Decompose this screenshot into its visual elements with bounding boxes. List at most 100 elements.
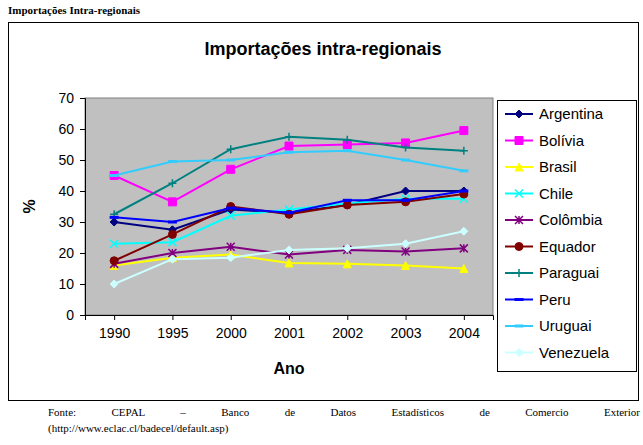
source-note: Fonte: CEPAL – Banco de Datos Estadístic… (48, 404, 640, 436)
x-tick: 2002 (332, 315, 363, 341)
legend-line (505, 299, 533, 301)
x-tick-label: 1995 (157, 325, 188, 341)
series-marker (226, 159, 235, 162)
series-marker (110, 218, 118, 226)
source-line: (http://www.eclac.cl/badecel/default.asp… (48, 420, 640, 436)
series-marker (110, 172, 118, 180)
series-marker (343, 136, 351, 144)
y-tick-label: 30 (58, 214, 74, 230)
series-marker (402, 198, 410, 206)
x-tick-mark (347, 315, 348, 320)
x-tick-mark (114, 315, 115, 320)
legend-marker (515, 216, 523, 224)
chart: Importações intra-regionais 0 10 20 30 40 50 60… (0, 0, 643, 445)
x-tick-label: 1990 (99, 325, 130, 341)
series-group (110, 127, 469, 288)
series-marker (343, 201, 351, 209)
series-marker (460, 127, 468, 135)
y-tick: 30 (58, 214, 85, 230)
series-marker (459, 190, 468, 193)
x-tick-mark (289, 315, 290, 320)
series-marker (227, 165, 235, 173)
series-line (114, 194, 464, 261)
y-tick: 70 (58, 90, 85, 106)
series-marker (226, 207, 235, 210)
x-tick: 1990 (99, 315, 130, 341)
legend-marker (515, 325, 524, 328)
y-tick: 60 (58, 121, 85, 137)
series-marker (227, 203, 235, 211)
series-marker (110, 280, 118, 288)
series-marker (343, 201, 351, 209)
series-line (114, 191, 464, 230)
series-marker (343, 149, 352, 152)
series-marker (460, 227, 468, 235)
legend-label: Brasil (539, 158, 577, 175)
x-tick: 2001 (274, 315, 305, 341)
legend-marker (515, 110, 523, 118)
x-axis: 1990 1995 2000 2001 2002 2003 2004 (86, 315, 494, 341)
y-tick: 50 (58, 152, 85, 168)
series-marker (110, 210, 118, 218)
y-tick-label: 20 (58, 245, 74, 261)
x-tick-label: 2003 (390, 325, 421, 341)
series-line (114, 191, 464, 222)
series-marker (168, 230, 176, 238)
legend-label: Chile (539, 185, 573, 202)
y-tick-label: 40 (58, 183, 74, 199)
legend-marker (515, 349, 523, 357)
y-axis-title: % (21, 199, 38, 213)
series-marker (168, 255, 176, 263)
series-marker (402, 240, 410, 248)
x-tick-label: 2004 (449, 325, 480, 341)
y-tick-mark (80, 129, 85, 130)
legend-marker (515, 190, 523, 198)
x-tick-label: 2002 (332, 325, 363, 341)
y-tick: 0 (66, 307, 85, 323)
y-tick-mark (80, 315, 85, 316)
legend-marker (515, 137, 523, 145)
legend-marker (515, 269, 523, 277)
legend-label: Bolívia (539, 132, 585, 149)
y-axis: 0 10 20 30 40 50 60 70 (58, 90, 85, 323)
series-marker (168, 198, 176, 206)
plot-area (85, 98, 493, 315)
y-tick-label: 50 (58, 152, 74, 168)
series-marker (343, 244, 351, 252)
series-marker (459, 169, 468, 172)
series-marker (285, 151, 294, 154)
y-tick-label: 60 (58, 121, 74, 137)
series-line (114, 131, 464, 202)
series-marker (402, 187, 410, 195)
page-header: Importações Intra-regionais (8, 4, 140, 16)
series-marker (460, 147, 468, 155)
series-marker (168, 221, 177, 224)
series-marker (401, 199, 410, 202)
series-marker (285, 142, 293, 150)
x-tick-label: 2001 (274, 325, 305, 341)
series-marker (285, 259, 293, 267)
series-marker (285, 210, 293, 218)
legend-marker (515, 163, 523, 171)
series-marker (168, 238, 176, 246)
y-tick: 10 (58, 276, 85, 292)
chart-title: Importações intra-regionais (204, 39, 441, 59)
series-marker (227, 212, 235, 220)
x-tick: 2000 (216, 315, 247, 341)
series-marker (110, 174, 119, 177)
series-marker (401, 159, 410, 162)
x-tick: 2003 (390, 315, 421, 341)
legend-line (505, 325, 533, 327)
series-marker (285, 246, 293, 254)
y-tick: 20 (58, 245, 85, 261)
series-line (114, 137, 464, 215)
series-marker (285, 133, 293, 141)
legend-label: Paraguai (539, 264, 599, 281)
series-marker (460, 265, 468, 273)
series-marker (285, 206, 293, 214)
series-marker (110, 216, 119, 219)
series-marker (110, 240, 118, 248)
legend-box (498, 101, 637, 372)
series-marker (227, 254, 235, 262)
legend: ArgentinaBolíviaBrasilChileColômbiaEquad… (498, 101, 637, 372)
